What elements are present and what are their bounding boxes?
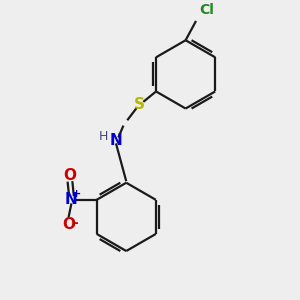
Text: H: H — [99, 130, 108, 143]
Text: +: + — [72, 189, 81, 199]
Text: Cl: Cl — [199, 3, 214, 17]
Text: N: N — [65, 192, 78, 207]
Text: O: O — [62, 217, 75, 232]
Text: N: N — [110, 133, 122, 148]
Text: -: - — [72, 216, 78, 230]
Text: S: S — [134, 97, 145, 112]
Text: O: O — [64, 168, 76, 183]
